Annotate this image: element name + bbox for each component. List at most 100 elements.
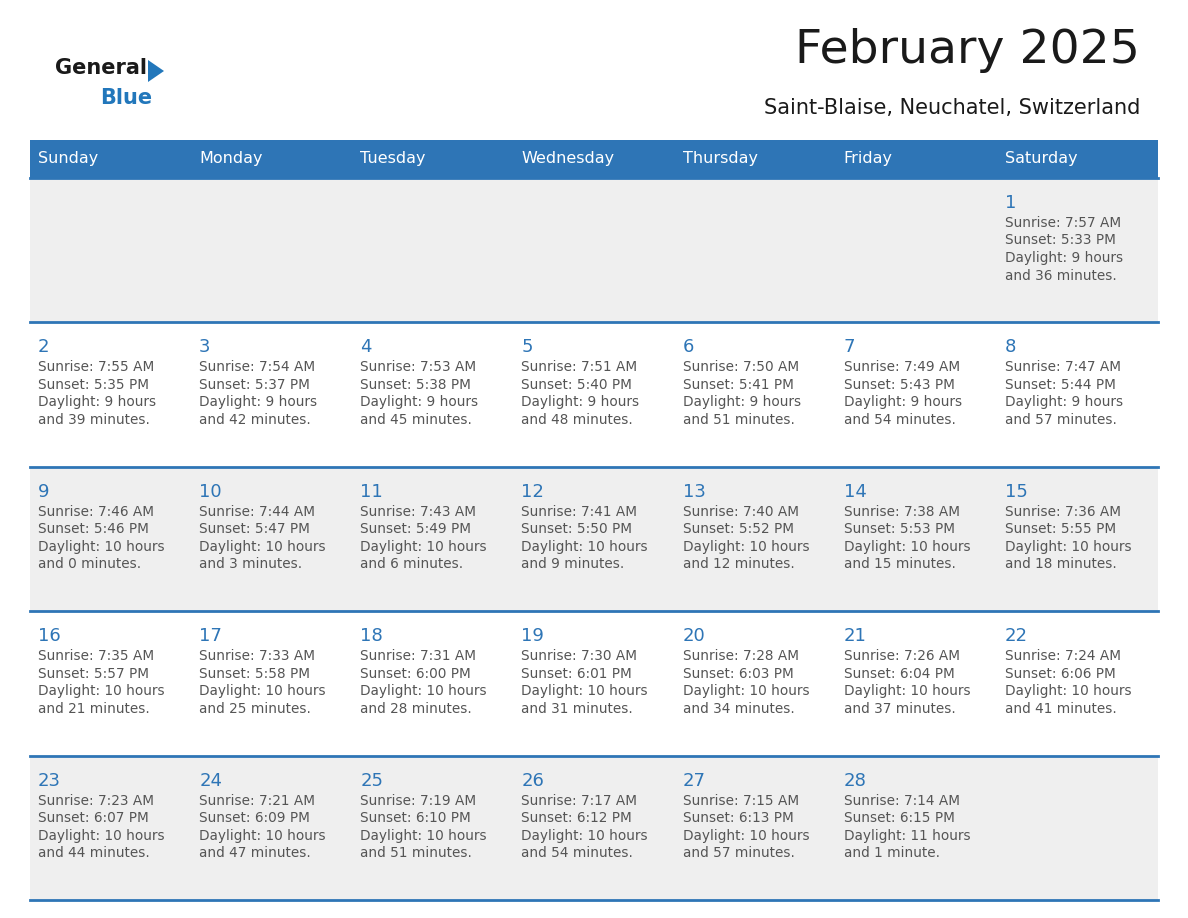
Text: Sunrise: 7:57 AM: Sunrise: 7:57 AM bbox=[1005, 216, 1121, 230]
Bar bbox=[30, 466, 1158, 611]
Text: Daylight: 10 hours: Daylight: 10 hours bbox=[360, 684, 487, 699]
Text: and 39 minutes.: and 39 minutes. bbox=[38, 413, 150, 427]
Text: Sunrise: 7:36 AM: Sunrise: 7:36 AM bbox=[1005, 505, 1120, 519]
Text: Daylight: 10 hours: Daylight: 10 hours bbox=[200, 829, 326, 843]
Text: 19: 19 bbox=[522, 627, 544, 645]
Text: and 51 minutes.: and 51 minutes. bbox=[683, 413, 795, 427]
Text: and 0 minutes.: and 0 minutes. bbox=[38, 557, 141, 571]
Text: and 42 minutes.: and 42 minutes. bbox=[200, 413, 311, 427]
Text: Sunset: 6:13 PM: Sunset: 6:13 PM bbox=[683, 812, 794, 825]
Text: Daylight: 10 hours: Daylight: 10 hours bbox=[522, 829, 647, 843]
Text: Daylight: 9 hours: Daylight: 9 hours bbox=[843, 396, 962, 409]
Text: Sunset: 5:46 PM: Sunset: 5:46 PM bbox=[38, 522, 148, 536]
Text: and 18 minutes.: and 18 minutes. bbox=[1005, 557, 1117, 571]
Text: Daylight: 10 hours: Daylight: 10 hours bbox=[38, 829, 165, 843]
Text: 11: 11 bbox=[360, 483, 383, 501]
Text: 9: 9 bbox=[38, 483, 50, 501]
Text: and 3 minutes.: and 3 minutes. bbox=[200, 557, 302, 571]
Text: Daylight: 9 hours: Daylight: 9 hours bbox=[1005, 251, 1123, 265]
Text: Sunrise: 7:35 AM: Sunrise: 7:35 AM bbox=[38, 649, 154, 663]
Text: 25: 25 bbox=[360, 772, 384, 789]
Text: Sunrise: 7:40 AM: Sunrise: 7:40 AM bbox=[683, 505, 798, 519]
Text: 4: 4 bbox=[360, 339, 372, 356]
Text: 23: 23 bbox=[38, 772, 61, 789]
Text: 21: 21 bbox=[843, 627, 866, 645]
Text: Daylight: 10 hours: Daylight: 10 hours bbox=[522, 540, 647, 554]
Text: Sunset: 5:43 PM: Sunset: 5:43 PM bbox=[843, 378, 955, 392]
Text: Sunrise: 7:15 AM: Sunrise: 7:15 AM bbox=[683, 793, 798, 808]
Text: 6: 6 bbox=[683, 339, 694, 356]
Text: Sunset: 5:53 PM: Sunset: 5:53 PM bbox=[843, 522, 955, 536]
Text: Sunset: 5:52 PM: Sunset: 5:52 PM bbox=[683, 522, 794, 536]
Text: Sunset: 5:57 PM: Sunset: 5:57 PM bbox=[38, 666, 148, 681]
Text: Sunrise: 7:21 AM: Sunrise: 7:21 AM bbox=[200, 793, 315, 808]
Polygon shape bbox=[148, 60, 164, 82]
Text: Sunset: 6:06 PM: Sunset: 6:06 PM bbox=[1005, 666, 1116, 681]
Text: Sunrise: 7:30 AM: Sunrise: 7:30 AM bbox=[522, 649, 638, 663]
Text: Saturday: Saturday bbox=[1005, 151, 1078, 166]
Text: Sunset: 5:37 PM: Sunset: 5:37 PM bbox=[200, 378, 310, 392]
Text: Daylight: 9 hours: Daylight: 9 hours bbox=[1005, 396, 1123, 409]
Text: Sunset: 5:50 PM: Sunset: 5:50 PM bbox=[522, 522, 632, 536]
Text: 3: 3 bbox=[200, 339, 210, 356]
Text: and 57 minutes.: and 57 minutes. bbox=[1005, 413, 1117, 427]
Text: Sunset: 5:44 PM: Sunset: 5:44 PM bbox=[1005, 378, 1116, 392]
Text: 18: 18 bbox=[360, 627, 383, 645]
Text: and 45 minutes.: and 45 minutes. bbox=[360, 413, 472, 427]
Text: 17: 17 bbox=[200, 627, 222, 645]
Text: 7: 7 bbox=[843, 339, 855, 356]
Bar bbox=[30, 140, 1158, 178]
Text: and 31 minutes.: and 31 minutes. bbox=[522, 701, 633, 716]
Text: Tuesday: Tuesday bbox=[360, 151, 425, 166]
Text: Sunset: 6:15 PM: Sunset: 6:15 PM bbox=[843, 812, 955, 825]
Text: Daylight: 10 hours: Daylight: 10 hours bbox=[843, 684, 971, 699]
Text: 22: 22 bbox=[1005, 627, 1028, 645]
Text: Sunset: 6:07 PM: Sunset: 6:07 PM bbox=[38, 812, 148, 825]
Text: and 51 minutes.: and 51 minutes. bbox=[360, 846, 472, 860]
Text: 28: 28 bbox=[843, 772, 866, 789]
Text: Sunrise: 7:19 AM: Sunrise: 7:19 AM bbox=[360, 793, 476, 808]
Bar bbox=[30, 178, 1158, 322]
Text: Sunset: 5:35 PM: Sunset: 5:35 PM bbox=[38, 378, 148, 392]
Text: 15: 15 bbox=[1005, 483, 1028, 501]
Text: Daylight: 10 hours: Daylight: 10 hours bbox=[1005, 540, 1131, 554]
Text: Sunrise: 7:23 AM: Sunrise: 7:23 AM bbox=[38, 793, 154, 808]
Text: Thursday: Thursday bbox=[683, 151, 758, 166]
Text: Sunset: 5:40 PM: Sunset: 5:40 PM bbox=[522, 378, 632, 392]
Text: 26: 26 bbox=[522, 772, 544, 789]
Text: and 47 minutes.: and 47 minutes. bbox=[200, 846, 311, 860]
Text: Daylight: 9 hours: Daylight: 9 hours bbox=[522, 396, 639, 409]
Text: Sunrise: 7:14 AM: Sunrise: 7:14 AM bbox=[843, 793, 960, 808]
Bar bbox=[30, 611, 1158, 756]
Text: February 2025: February 2025 bbox=[795, 28, 1140, 73]
Text: Sunrise: 7:43 AM: Sunrise: 7:43 AM bbox=[360, 505, 476, 519]
Text: Daylight: 10 hours: Daylight: 10 hours bbox=[200, 540, 326, 554]
Text: Sunrise: 7:33 AM: Sunrise: 7:33 AM bbox=[200, 649, 315, 663]
Bar bbox=[30, 756, 1158, 900]
Text: Sunset: 6:09 PM: Sunset: 6:09 PM bbox=[200, 812, 310, 825]
Text: Daylight: 10 hours: Daylight: 10 hours bbox=[683, 540, 809, 554]
Text: and 15 minutes.: and 15 minutes. bbox=[843, 557, 955, 571]
Text: Daylight: 10 hours: Daylight: 10 hours bbox=[683, 684, 809, 699]
Text: and 57 minutes.: and 57 minutes. bbox=[683, 846, 795, 860]
Text: and 41 minutes.: and 41 minutes. bbox=[1005, 701, 1117, 716]
Text: Sunset: 5:55 PM: Sunset: 5:55 PM bbox=[1005, 522, 1116, 536]
Text: Sunrise: 7:51 AM: Sunrise: 7:51 AM bbox=[522, 361, 638, 375]
Text: and 36 minutes.: and 36 minutes. bbox=[1005, 268, 1117, 283]
Text: Sunrise: 7:28 AM: Sunrise: 7:28 AM bbox=[683, 649, 798, 663]
Text: Daylight: 10 hours: Daylight: 10 hours bbox=[522, 684, 647, 699]
Text: Sunrise: 7:55 AM: Sunrise: 7:55 AM bbox=[38, 361, 154, 375]
Text: 20: 20 bbox=[683, 627, 706, 645]
Text: Saint-Blaise, Neuchatel, Switzerland: Saint-Blaise, Neuchatel, Switzerland bbox=[764, 98, 1140, 118]
Text: Sunrise: 7:41 AM: Sunrise: 7:41 AM bbox=[522, 505, 638, 519]
Text: and 34 minutes.: and 34 minutes. bbox=[683, 701, 795, 716]
Text: Daylight: 9 hours: Daylight: 9 hours bbox=[200, 396, 317, 409]
Text: Sunrise: 7:44 AM: Sunrise: 7:44 AM bbox=[200, 505, 315, 519]
Text: Friday: Friday bbox=[843, 151, 892, 166]
Text: Sunset: 6:00 PM: Sunset: 6:00 PM bbox=[360, 666, 470, 681]
Text: 2: 2 bbox=[38, 339, 50, 356]
Text: Sunset: 6:03 PM: Sunset: 6:03 PM bbox=[683, 666, 794, 681]
Text: and 21 minutes.: and 21 minutes. bbox=[38, 701, 150, 716]
Text: and 1 minute.: and 1 minute. bbox=[843, 846, 940, 860]
Text: Daylight: 10 hours: Daylight: 10 hours bbox=[360, 829, 487, 843]
